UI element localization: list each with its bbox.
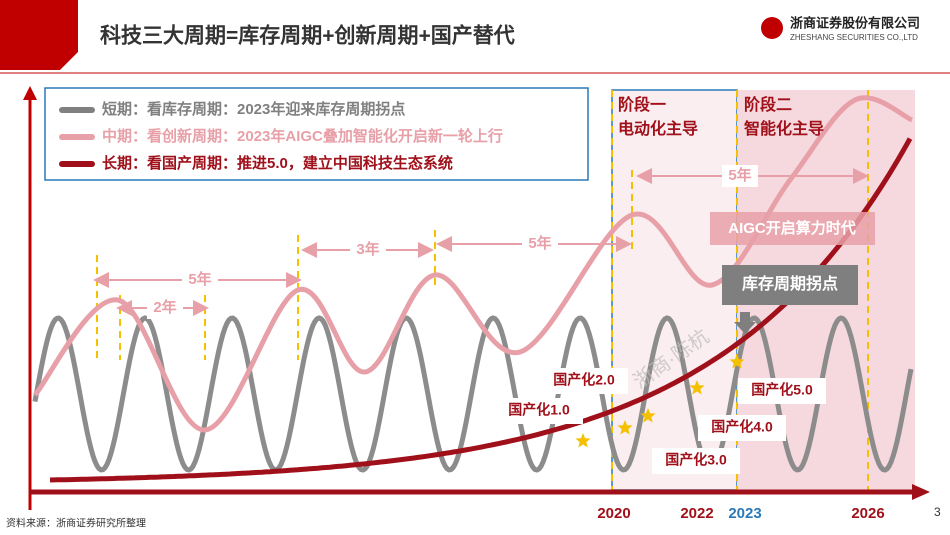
milestone-label: 国产化2.0 <box>553 372 615 388</box>
stage-name: 阶段二 <box>744 95 792 114</box>
interval-bg <box>722 165 758 187</box>
stage-label: 电动化主导 <box>618 119 698 138</box>
title: 科技三大周期=库存周期+创新周期+国产替代 <box>100 24 515 48</box>
interval-label: 5年 <box>188 270 211 288</box>
interval-label: 3年 <box>356 240 379 258</box>
interval-bg <box>147 297 183 319</box>
annotation: AIGC开启算力时代 <box>728 219 856 237</box>
company: 浙商证券股份有限公司 <box>790 15 920 30</box>
milestone-box <box>495 398 583 424</box>
milestone-label: 国产化1.0 <box>508 402 570 418</box>
legend-text: 中期：看创新周期：2023年AIGC叠加智能化开启新一轮上行 <box>102 127 503 145</box>
interval-bg <box>350 239 386 261</box>
interval-bg <box>182 269 218 291</box>
annotation: 库存周期拐点 <box>742 274 838 293</box>
year-label: 2026 <box>851 505 884 522</box>
source: 资料来源：浙商证券研究所整理 <box>6 517 146 530</box>
legend-box <box>44 87 589 181</box>
year-label: 2023 <box>728 505 761 522</box>
corner-mark <box>0 0 78 70</box>
milestone-box <box>540 368 628 394</box>
star <box>575 433 591 448</box>
annotation-box <box>722 265 858 305</box>
milestone-box <box>738 378 826 404</box>
interval-label: 5年 <box>728 166 751 184</box>
long-cycle <box>49 137 913 483</box>
x-axis-arrow <box>912 484 930 500</box>
year-label: 2020 <box>597 505 630 522</box>
milestone-label: 国产化3.0 <box>665 452 727 468</box>
milestone-box <box>652 448 740 474</box>
interval-label: 2年 <box>153 298 176 316</box>
interval-bg <box>522 233 558 255</box>
stage-label: 智能化主导 <box>744 119 824 138</box>
star <box>640 408 656 423</box>
short-cycle <box>32 315 914 473</box>
logo <box>761 17 783 39</box>
milestone-box <box>698 415 786 441</box>
milestone-label: 国产化5.0 <box>751 382 813 398</box>
company-en: ZHESHANG SECURITIES CO.,LTD <box>790 33 918 42</box>
milestone-label: 国产化4.0 <box>711 419 773 435</box>
annotation-box <box>710 212 875 245</box>
interval-label: 5年 <box>528 234 551 252</box>
year-label: 2022 <box>680 505 713 522</box>
stage-name: 阶段一 <box>618 95 666 114</box>
down-arrow <box>734 312 756 334</box>
legend-text: 长期：看国产周期：推进5.0，建立中国科技生态系统 <box>102 154 453 172</box>
star <box>689 380 705 395</box>
y-axis-arrow <box>23 86 37 100</box>
star <box>617 420 633 435</box>
mid-cycle <box>33 95 914 433</box>
curves <box>32 90 914 490</box>
star <box>729 354 745 369</box>
page-number: 3 <box>934 505 941 519</box>
legend-text: 短期：看库存周期：2023年迎来库存周期拐点 <box>102 100 405 118</box>
